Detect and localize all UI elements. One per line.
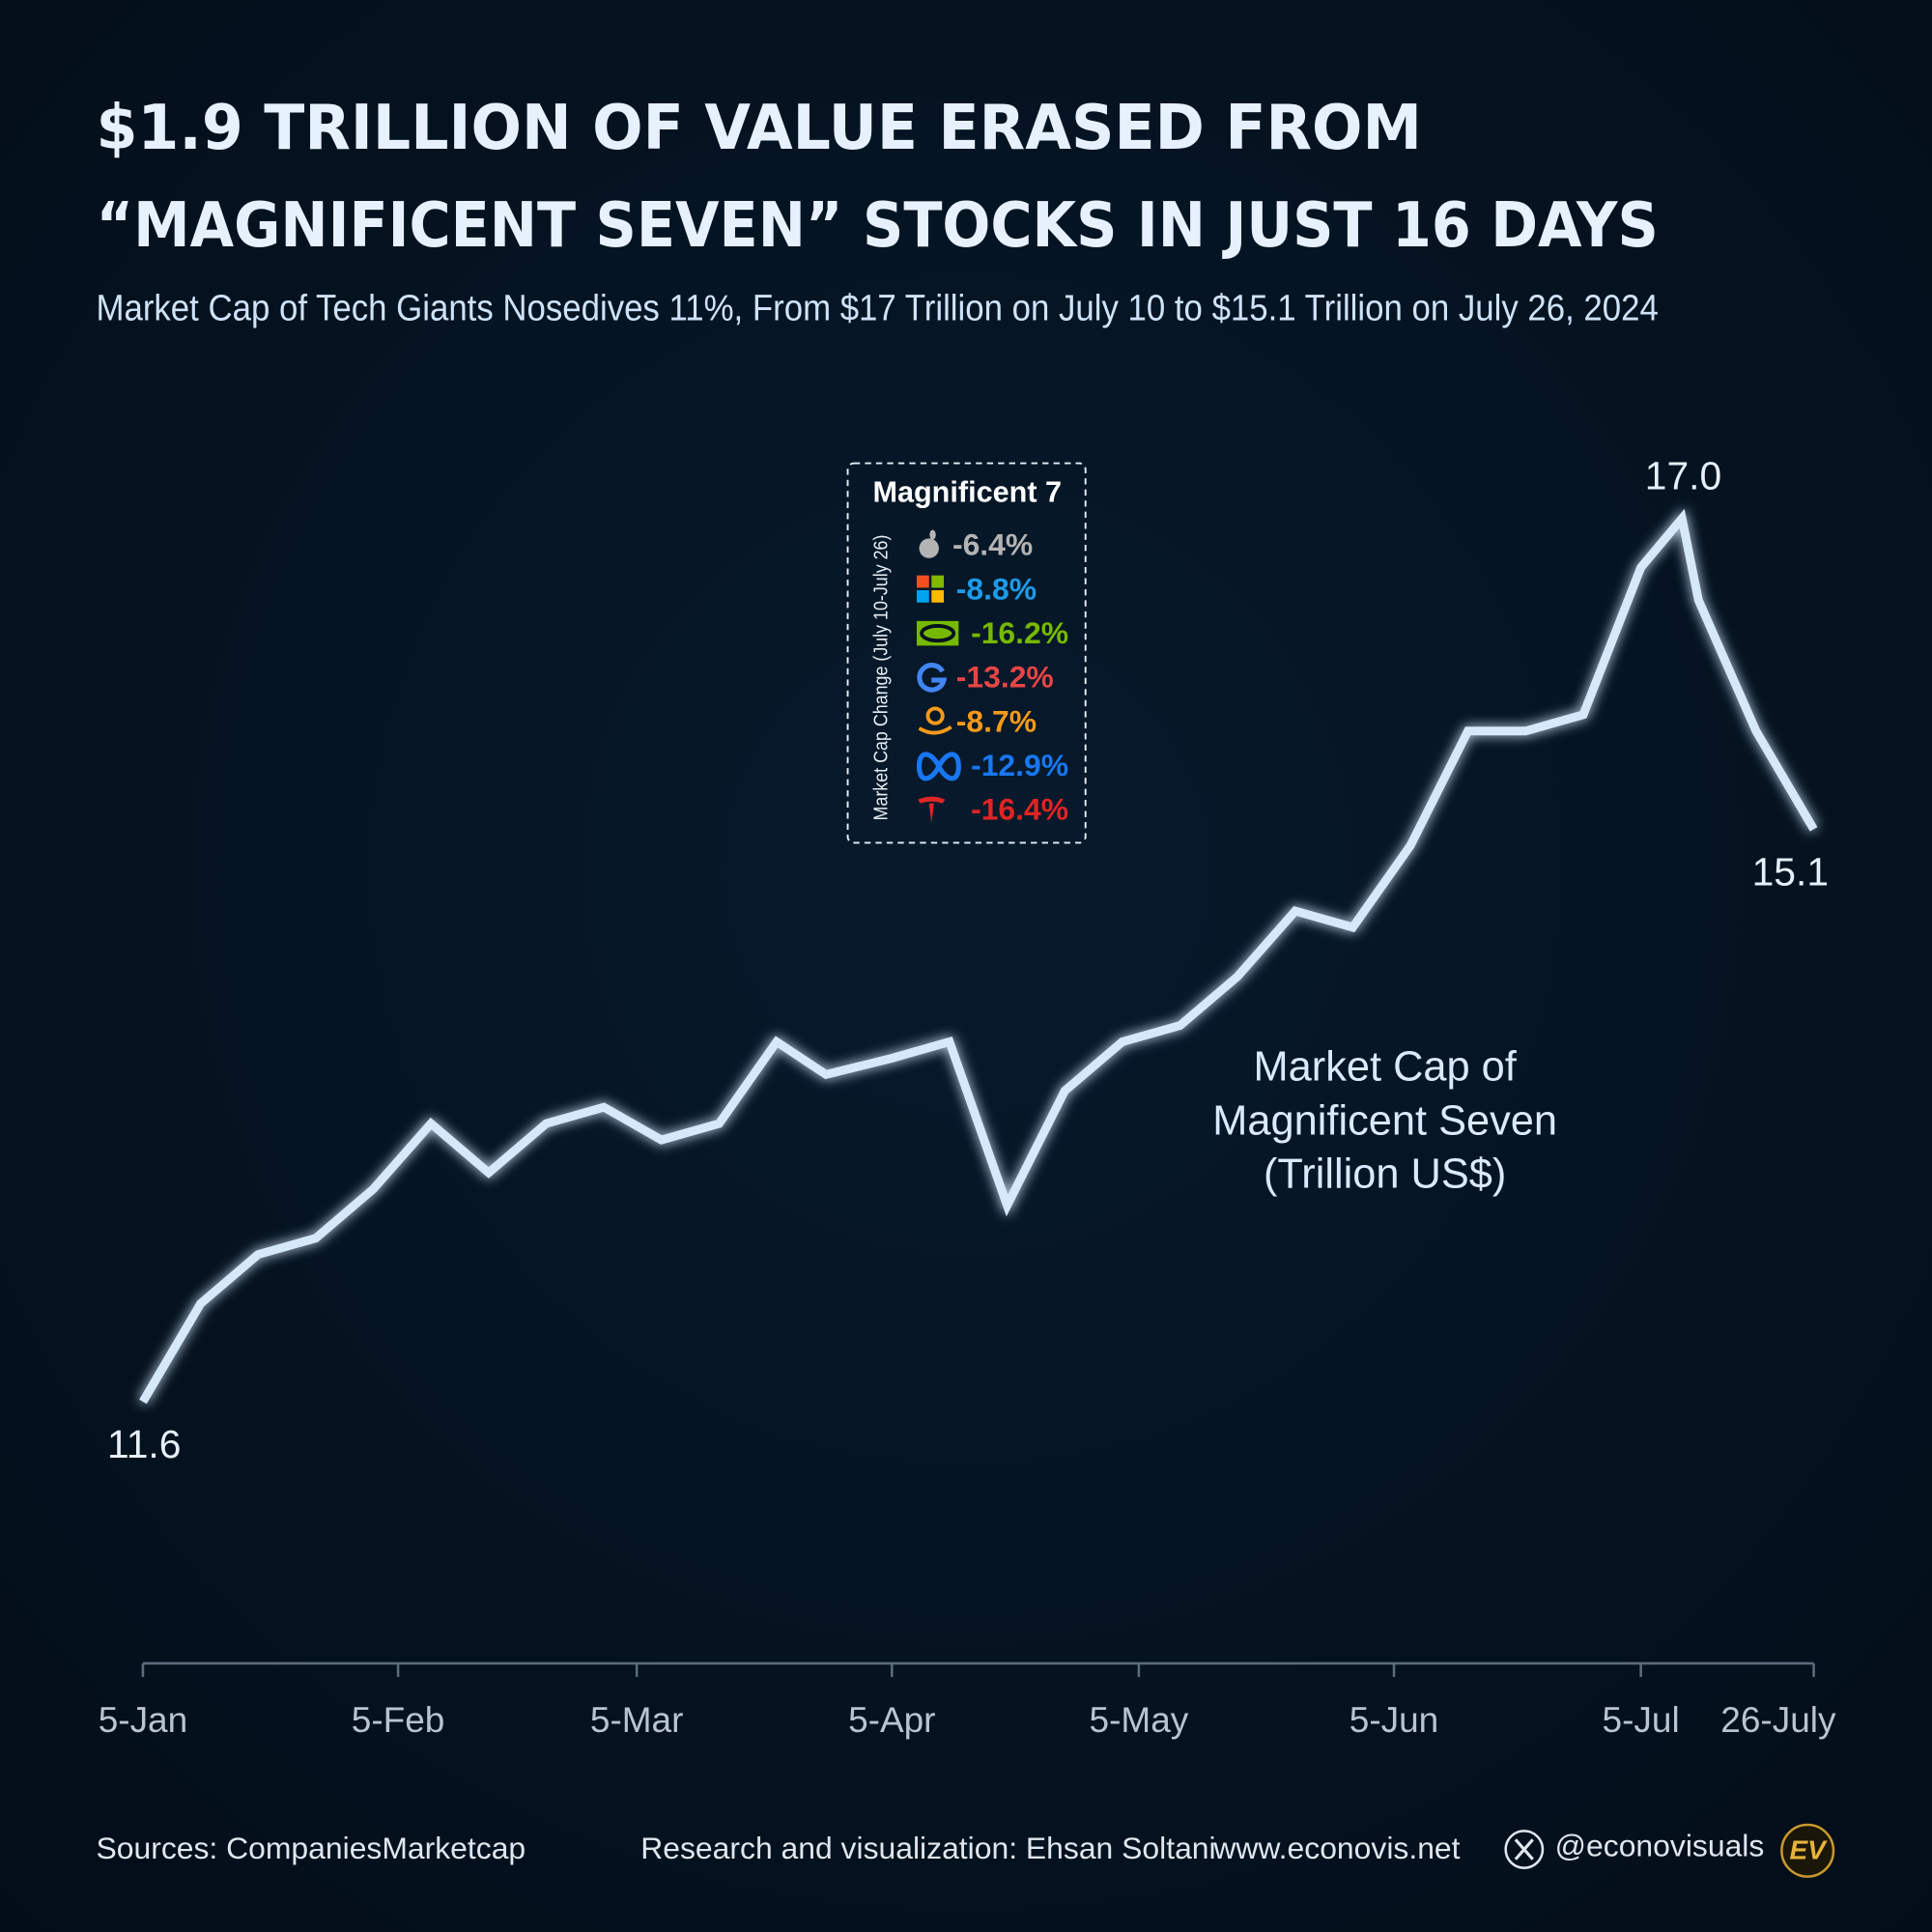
- legend-value: -12.9%: [971, 748, 1068, 782]
- legend-axis-label: Market Cap Change (July 10-July 26): [871, 535, 893, 821]
- x-tick-label: 5-May: [1090, 1700, 1189, 1740]
- chart-subtitle: Market Cap of Tech Giants Nosedives 11%,…: [96, 288, 1658, 329]
- credit: Research and visualization: Ehsan Soltan…: [640, 1831, 1215, 1865]
- legend-title: Magnificent 7: [872, 476, 1062, 509]
- x-tick-label: 5-Apr: [848, 1700, 935, 1740]
- chart-title: “MAGNIFICENT SEVEN” STOCKS IN JUST 16 DA…: [96, 190, 1658, 262]
- google-icon: [917, 663, 948, 693]
- chart-title: $1.9 TRILLION OF VALUE ERASED FROM: [96, 93, 1421, 164]
- legend-box: Magnificent 7 Market Cap Change (July 10…: [846, 462, 1087, 844]
- legend-value: -6.4%: [952, 527, 1033, 562]
- microsoft-icon: [916, 575, 945, 603]
- data-label: 11.6: [107, 1422, 181, 1466]
- apple-icon: [919, 529, 939, 558]
- footer: Sources: CompaniesMarketcap Research and…: [96, 1823, 1835, 1878]
- website: www.econovis.net: [1212, 1831, 1460, 1865]
- tesla-icon: [918, 796, 946, 824]
- annotation-line: (Trillion US$): [1264, 1151, 1506, 1198]
- legend-value: -8.7%: [956, 703, 1037, 738]
- x-tick-label: 5-Mar: [590, 1700, 684, 1740]
- amazon-icon: [918, 706, 952, 735]
- legend-value: -16.4%: [971, 792, 1068, 827]
- x-tick-label: 5-Jul: [1603, 1700, 1680, 1740]
- x-icon: [1504, 1830, 1545, 1869]
- data-line: [139, 508, 1818, 1405]
- nvidia-icon: [916, 620, 959, 646]
- x-tick-label: 5-Jun: [1350, 1700, 1438, 1740]
- data-label: 17.0: [1645, 454, 1721, 498]
- legend-value: -13.2%: [956, 660, 1054, 695]
- logo-circle: [1780, 1823, 1835, 1878]
- x-tick-label: 5-Jan: [99, 1700, 187, 1740]
- source: Sources: CompaniesMarketcap: [96, 1831, 526, 1865]
- data-label: 15.1: [1752, 849, 1829, 894]
- legend-frame: [846, 462, 1087, 844]
- legend-value: -16.2%: [971, 615, 1068, 650]
- annotation-line: Market Cap of: [1254, 1044, 1518, 1091]
- x-tick-label: 5-Feb: [352, 1700, 445, 1740]
- annotation-line: Magnificent Seven: [1212, 1098, 1557, 1145]
- meta-icon: [916, 752, 961, 781]
- logo: EV: [1789, 1834, 1828, 1864]
- handle: @econovisuals: [1555, 1829, 1765, 1863]
- legend-value: -8.8%: [956, 571, 1037, 606]
- annotation: Market Cap of Magnificent Seven (Trillio…: [1212, 1044, 1557, 1198]
- x-tick-label: 26-July: [1720, 1700, 1836, 1740]
